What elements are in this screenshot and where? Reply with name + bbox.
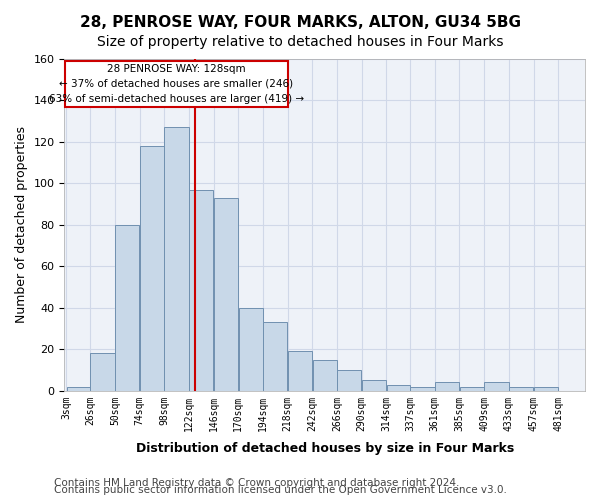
Bar bbox=[67, 386, 90, 391]
Bar bbox=[214, 198, 238, 391]
Bar bbox=[115, 225, 139, 391]
Bar bbox=[91, 354, 115, 391]
Bar bbox=[164, 128, 188, 391]
Bar bbox=[362, 380, 386, 391]
X-axis label: Distribution of detached houses by size in Four Marks: Distribution of detached houses by size … bbox=[136, 442, 514, 455]
Bar bbox=[460, 386, 484, 391]
Bar bbox=[386, 384, 410, 391]
Bar bbox=[435, 382, 459, 391]
FancyBboxPatch shape bbox=[65, 61, 287, 106]
Bar bbox=[484, 382, 509, 391]
Bar bbox=[337, 370, 361, 391]
Bar bbox=[534, 386, 558, 391]
Bar bbox=[140, 146, 164, 391]
Bar bbox=[509, 386, 533, 391]
Text: Contains HM Land Registry data © Crown copyright and database right 2024.: Contains HM Land Registry data © Crown c… bbox=[54, 478, 460, 488]
Bar bbox=[189, 190, 214, 391]
Bar bbox=[313, 360, 337, 391]
Bar bbox=[263, 322, 287, 391]
Y-axis label: Number of detached properties: Number of detached properties bbox=[15, 126, 28, 324]
Text: Size of property relative to detached houses in Four Marks: Size of property relative to detached ho… bbox=[97, 35, 503, 49]
Text: Contains public sector information licensed under the Open Government Licence v3: Contains public sector information licen… bbox=[54, 485, 507, 495]
Bar bbox=[288, 352, 312, 391]
Text: 28 PENROSE WAY: 128sqm
← 37% of detached houses are smaller (246)
63% of semi-de: 28 PENROSE WAY: 128sqm ← 37% of detached… bbox=[49, 64, 304, 104]
Bar bbox=[410, 386, 434, 391]
Bar bbox=[239, 308, 263, 391]
Text: 28, PENROSE WAY, FOUR MARKS, ALTON, GU34 5BG: 28, PENROSE WAY, FOUR MARKS, ALTON, GU34… bbox=[79, 15, 521, 30]
